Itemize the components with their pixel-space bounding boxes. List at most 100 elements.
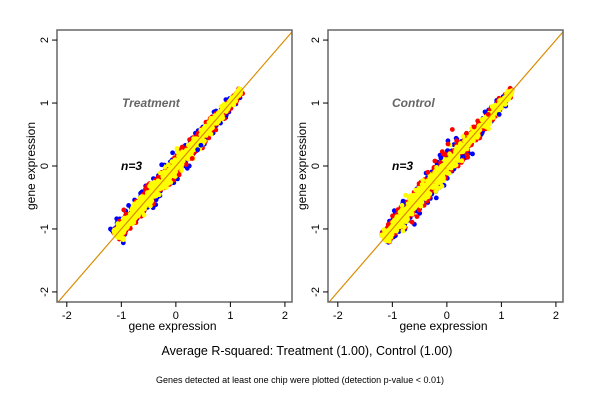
treatment-point	[117, 222, 123, 228]
control-outlier-point	[496, 111, 502, 117]
control-x-tick-label: 2	[553, 310, 559, 322]
control-point	[399, 219, 405, 225]
treatment-y-axis: -2 -1 0 1 2	[39, 37, 57, 297]
control-point	[486, 122, 491, 128]
control-outlier-point	[464, 130, 469, 136]
treatment-point	[226, 101, 232, 106]
control-reference-line	[328, 31, 564, 303]
treatment-reference-line	[57, 31, 293, 303]
treatment-point	[181, 155, 187, 161]
treatment-panel: -2 -1 0 1 2 -2 -1 0 1 2 gene expression gene exp…	[24, 29, 293, 333]
control-y-tick-label: -2	[310, 287, 322, 297]
control-outlier-point	[485, 111, 491, 117]
control-point	[413, 187, 418, 193]
control-outlier-point	[471, 124, 477, 130]
control-outlier-point	[445, 141, 451, 147]
control-point	[403, 192, 408, 198]
treatment-x-tick-label: -1	[116, 310, 126, 322]
control-point	[434, 170, 439, 176]
treatment-point	[214, 120, 220, 126]
control-point	[404, 217, 409, 223]
treatment-point	[166, 162, 171, 168]
treatment-point	[137, 196, 143, 202]
control-point	[433, 195, 439, 201]
control-y-axis-title: gene expression	[295, 122, 309, 210]
treatment-point	[160, 174, 166, 180]
control-point	[410, 197, 416, 203]
control-outlier-point	[449, 127, 455, 132]
control-x-tick-label: -2	[333, 310, 343, 322]
control-x-axis-title: gene expression	[399, 319, 487, 333]
treatment-point	[218, 104, 224, 109]
treatment-y-tick-label: 0	[39, 163, 51, 169]
treatment-n-annotation: n=3	[121, 159, 142, 173]
treatment-outliers	[159, 142, 204, 178]
control-point	[462, 138, 467, 144]
control-point	[460, 134, 466, 139]
treatment-point	[169, 173, 175, 179]
control-point	[420, 177, 426, 183]
treatment-outlier-point	[159, 162, 165, 168]
treatment-point	[185, 156, 191, 162]
treatment-x-axis: -2 -1 0 1 2	[62, 302, 288, 322]
treatment-point	[179, 168, 184, 173]
control-point	[399, 202, 405, 208]
control-x-tick-label: 0	[444, 310, 450, 322]
treatment-x-tick-label: 1	[227, 310, 233, 322]
control-x-tick-label: -1	[387, 310, 397, 322]
control-point	[414, 214, 420, 220]
treatment-y-tick-label: -1	[39, 224, 51, 234]
treatment-point	[126, 203, 131, 208]
control-point	[400, 228, 406, 234]
treatment-outlier-point	[174, 145, 180, 151]
control-point	[425, 194, 431, 200]
treatment-y-tick-label: 1	[39, 100, 51, 106]
treatment-x-tick-label: -2	[62, 310, 72, 322]
treatment-point	[175, 149, 181, 155]
control-point	[391, 208, 397, 214]
treatment-point	[135, 213, 141, 219]
treatment-outlier-point	[176, 172, 182, 178]
control-point	[408, 193, 414, 199]
treatment-x-tick-label: 0	[173, 310, 179, 322]
control-point	[475, 118, 481, 124]
treatment-point	[121, 207, 127, 213]
control-point	[434, 165, 439, 170]
control-y-tick-label: 0	[310, 163, 322, 169]
treatment-outlier-point	[189, 156, 195, 161]
treatment-point	[204, 132, 209, 138]
treatment-point	[233, 98, 239, 104]
treatment-panel-title: Treatment	[122, 96, 181, 110]
control-y-tick-label: 2	[310, 37, 322, 43]
treatment-point	[157, 170, 163, 176]
control-n-annotation: n=3	[392, 159, 413, 173]
control-point	[384, 232, 389, 237]
treatment-point	[176, 153, 181, 159]
control-outliers	[425, 109, 502, 175]
control-x-tick-label: 1	[498, 310, 504, 322]
control-point	[427, 179, 433, 184]
control-point	[427, 175, 433, 181]
control-point	[427, 184, 432, 190]
treatment-point	[189, 145, 195, 151]
control-y-tick-label: 1	[310, 100, 322, 106]
treatment-point	[139, 201, 145, 207]
control-point	[455, 144, 461, 150]
control-point	[447, 151, 452, 157]
treatment-point	[120, 216, 126, 222]
treatment-y-tick-label: 2	[39, 37, 51, 43]
detection-footnote: Genes detected at least one chip were pl…	[156, 375, 444, 385]
r-squared-caption: Average R-squared: Treatment (1.00), Con…	[162, 344, 453, 358]
treatment-point	[148, 181, 154, 187]
control-point	[399, 206, 405, 212]
treatment-x-axis-title: gene expression	[128, 319, 216, 333]
treatment-y-axis-title: gene expression	[24, 122, 38, 210]
control-point	[464, 152, 470, 158]
treatment-point	[187, 137, 193, 143]
treatment-outlier-point	[170, 150, 175, 156]
control-panel: -2 -1 0 1 2 -2 -1 0 1 2 gene expression gene exp…	[295, 29, 564, 333]
control-outlier-point	[438, 155, 444, 161]
control-point	[418, 198, 424, 204]
